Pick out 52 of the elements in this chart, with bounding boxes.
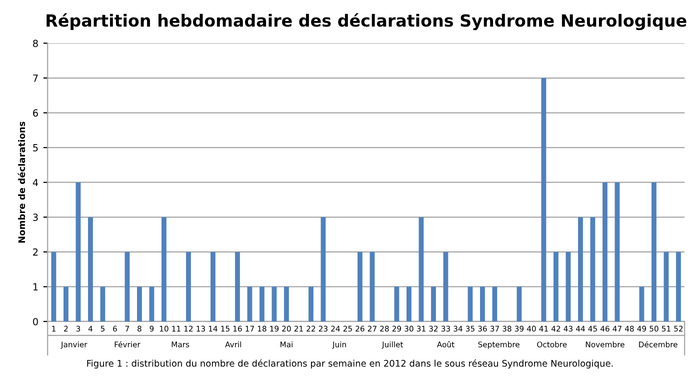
bar bbox=[137, 286, 142, 322]
bar bbox=[51, 252, 56, 322]
y-tick-label: 7 bbox=[33, 74, 38, 82]
bar bbox=[235, 252, 240, 322]
bar bbox=[431, 286, 436, 322]
bar bbox=[492, 286, 498, 322]
bar bbox=[308, 286, 314, 322]
bar bbox=[664, 252, 669, 322]
bar bbox=[639, 286, 644, 322]
bar bbox=[566, 252, 571, 322]
bar bbox=[578, 217, 583, 322]
y-tick-label: 4 bbox=[32, 178, 38, 186]
bar bbox=[124, 252, 130, 322]
bar bbox=[260, 286, 264, 322]
bar bbox=[210, 252, 216, 322]
bar bbox=[162, 217, 166, 322]
bar bbox=[554, 252, 558, 322]
bar bbox=[443, 252, 448, 322]
y-tick-label: 5 bbox=[33, 144, 38, 152]
y-tick-label: 1 bbox=[33, 283, 38, 290]
bar bbox=[468, 286, 473, 322]
bar bbox=[394, 286, 400, 322]
bar bbox=[370, 252, 375, 322]
y-tick-label: 3 bbox=[33, 214, 38, 221]
bar bbox=[652, 182, 656, 322]
bar bbox=[76, 182, 81, 322]
bar bbox=[272, 286, 277, 322]
bar bbox=[88, 217, 93, 322]
bar bbox=[676, 252, 681, 322]
bar bbox=[480, 286, 485, 322]
y-tick-label: 6 bbox=[33, 109, 38, 117]
bar bbox=[64, 286, 68, 322]
bar bbox=[406, 286, 412, 322]
y-tick-label: 2 bbox=[33, 248, 38, 256]
y-tick-label: 0 bbox=[33, 318, 38, 326]
bar bbox=[149, 286, 154, 322]
bar bbox=[541, 78, 546, 322]
bar bbox=[186, 252, 191, 322]
bar bbox=[516, 286, 522, 322]
bar bbox=[590, 217, 596, 322]
bar bbox=[418, 217, 424, 322]
bar bbox=[358, 252, 362, 322]
bar bbox=[602, 182, 608, 322]
chart-title: Répartition hebdomadaire des déclarations Syndrome Neurologique bbox=[46, 13, 686, 30]
bar bbox=[614, 182, 620, 322]
bar bbox=[284, 286, 289, 322]
bar bbox=[247, 286, 252, 322]
y-axis-title: Nombre de déclarations bbox=[18, 122, 26, 243]
caption: Figure 1 : distribution du nombre de déclarations par semaine en 2012 dans le sous réseau Syndrome Neurologique. bbox=[87, 359, 613, 368]
bar bbox=[320, 217, 326, 322]
y-tick-label: 8 bbox=[33, 40, 38, 48]
bar bbox=[100, 286, 106, 322]
